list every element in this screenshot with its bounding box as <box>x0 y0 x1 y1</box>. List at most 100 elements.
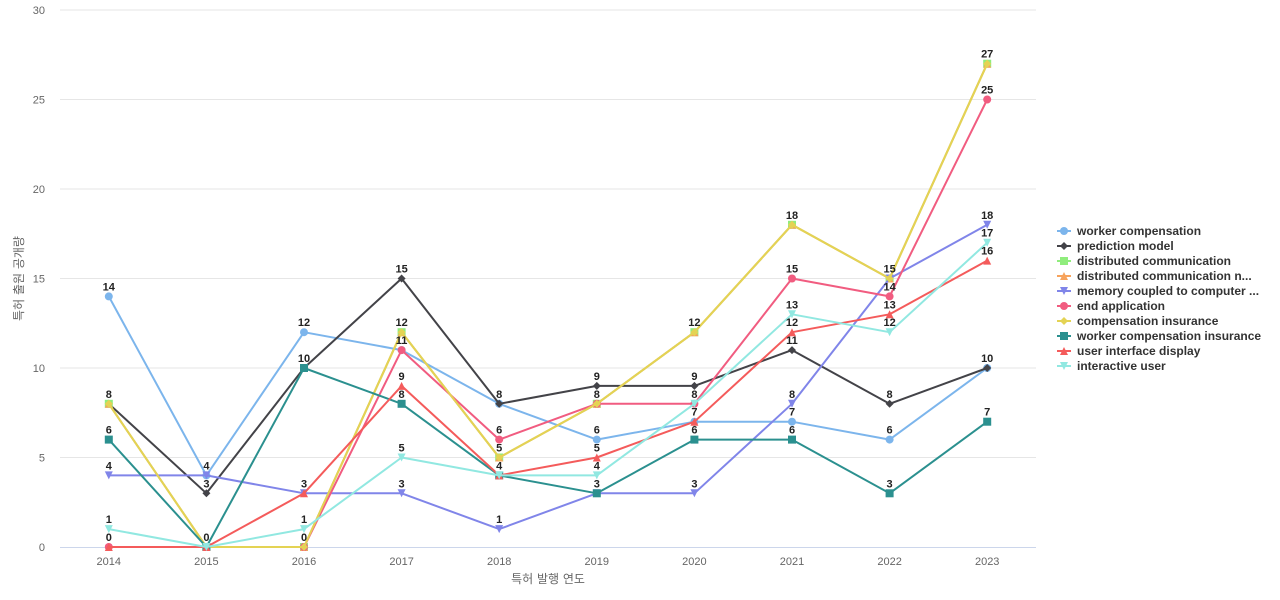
data-label: 25 <box>981 85 993 97</box>
y-axis-ticks: 0 5 10 15 20 25 30 <box>33 5 45 554</box>
data-point <box>592 435 601 444</box>
data-point <box>495 471 504 480</box>
data-label: 6 <box>594 425 600 437</box>
legend-item[interactable]: worker compensation <box>1057 224 1201 238</box>
data-label: 11 <box>396 335 408 347</box>
data-label: 13 <box>786 299 798 311</box>
data-label: 18 <box>981 210 993 222</box>
legend-item[interactable]: compensation insurance <box>1057 314 1219 328</box>
data-label: 3 <box>301 478 307 490</box>
series-8 <box>104 256 992 551</box>
y-tick-label: 15 <box>33 274 45 286</box>
data-point <box>592 471 601 480</box>
data-point <box>592 381 601 390</box>
data-point <box>104 292 113 301</box>
data-label: 14 <box>103 281 116 293</box>
x-tick-label: 2019 <box>585 556 609 568</box>
data-label: 4 <box>203 460 210 472</box>
series-line <box>107 62 989 548</box>
data-point <box>592 489 601 498</box>
data-label: 15 <box>883 264 895 276</box>
y-tick-label: 5 <box>39 453 45 465</box>
series-2 <box>104 59 992 551</box>
data-point <box>983 256 992 265</box>
legend-item[interactable]: user interface display <box>1057 344 1201 358</box>
data-point <box>885 435 894 444</box>
data-point <box>104 543 113 551</box>
x-tick-label: 2014 <box>97 556 121 568</box>
data-label: 8 <box>399 389 405 401</box>
data-label: 8 <box>789 389 795 401</box>
data-label: 15 <box>395 264 407 276</box>
legend-marker <box>1060 257 1068 265</box>
legend-marker <box>1060 362 1068 370</box>
data-point <box>983 95 992 104</box>
data-point <box>495 453 504 462</box>
legend-label: end application <box>1077 299 1165 313</box>
data-label: 5 <box>594 443 600 455</box>
legend-item[interactable]: prediction model <box>1057 239 1174 253</box>
data-label: 1 <box>106 514 112 526</box>
data-label: 11 <box>786 335 798 347</box>
data-point <box>104 399 113 408</box>
data-point <box>104 471 113 480</box>
data-label: 15 <box>786 264 798 276</box>
data-point <box>104 525 113 534</box>
data-point <box>788 328 796 337</box>
legend-item[interactable]: distributed communication n... <box>1057 269 1252 283</box>
data-point <box>397 328 406 337</box>
data-point <box>983 220 992 229</box>
data-label: 8 <box>496 389 502 401</box>
legend-marker <box>1060 317 1068 325</box>
data-label: 5 <box>496 443 502 455</box>
data-label: 18 <box>786 210 798 222</box>
data-label: 3 <box>203 478 209 490</box>
data-point <box>885 489 894 498</box>
data-point <box>397 346 406 355</box>
legend-item[interactable]: end application <box>1057 299 1165 313</box>
legend-label: user interface display <box>1077 344 1201 358</box>
legend-label: worker compensation insurance <box>1076 329 1261 343</box>
data-label: 6 <box>106 425 112 437</box>
legend-item[interactable]: memory coupled to computer ... <box>1057 284 1259 298</box>
data-label: 10 <box>981 353 993 365</box>
data-point <box>885 292 894 301</box>
data-label: 12 <box>883 317 895 329</box>
legend-marker <box>1060 287 1068 295</box>
data-labels: 1486410430121031015121198538654198654312… <box>103 49 994 544</box>
data-point <box>202 471 211 480</box>
data-label: 4 <box>496 460 503 472</box>
legend-item[interactable]: interactive user <box>1057 359 1166 373</box>
data-point <box>202 543 211 551</box>
data-label: 8 <box>106 389 112 401</box>
data-label: 3 <box>594 478 600 490</box>
legend-label: distributed communication n... <box>1077 269 1252 283</box>
data-point <box>885 310 894 319</box>
data-point <box>885 328 894 337</box>
data-point <box>300 364 308 372</box>
series-line <box>107 259 989 548</box>
data-label: 1 <box>496 514 502 526</box>
legend-item[interactable]: distributed communication <box>1057 254 1231 268</box>
x-axis-title: 특허 발행 연도 <box>511 571 585 586</box>
series-line <box>107 223 989 531</box>
data-label: 6 <box>887 425 893 437</box>
data-label: 14 <box>883 281 896 293</box>
series-5 <box>104 95 992 551</box>
data-label: 3 <box>887 478 893 490</box>
data-point <box>983 417 992 426</box>
data-point <box>397 381 406 390</box>
data-point <box>788 399 796 408</box>
x-tick-label: 2016 <box>292 556 316 568</box>
legend-item[interactable]: worker compensation insurance <box>1057 329 1261 343</box>
data-label: 17 <box>981 228 993 240</box>
x-axis-ticks: 2014 2015 2016 2017 2018 2019 2020 2021 2022 2023 <box>97 556 1000 568</box>
data-label: 6 <box>691 425 697 437</box>
legend-label: memory coupled to computer ... <box>1077 284 1259 298</box>
data-label: 8 <box>594 389 600 401</box>
series-line <box>107 241 989 548</box>
data-point <box>788 220 796 229</box>
y-tick-label: 10 <box>33 363 45 375</box>
data-point <box>495 399 504 408</box>
data-label: 3 <box>691 478 697 490</box>
